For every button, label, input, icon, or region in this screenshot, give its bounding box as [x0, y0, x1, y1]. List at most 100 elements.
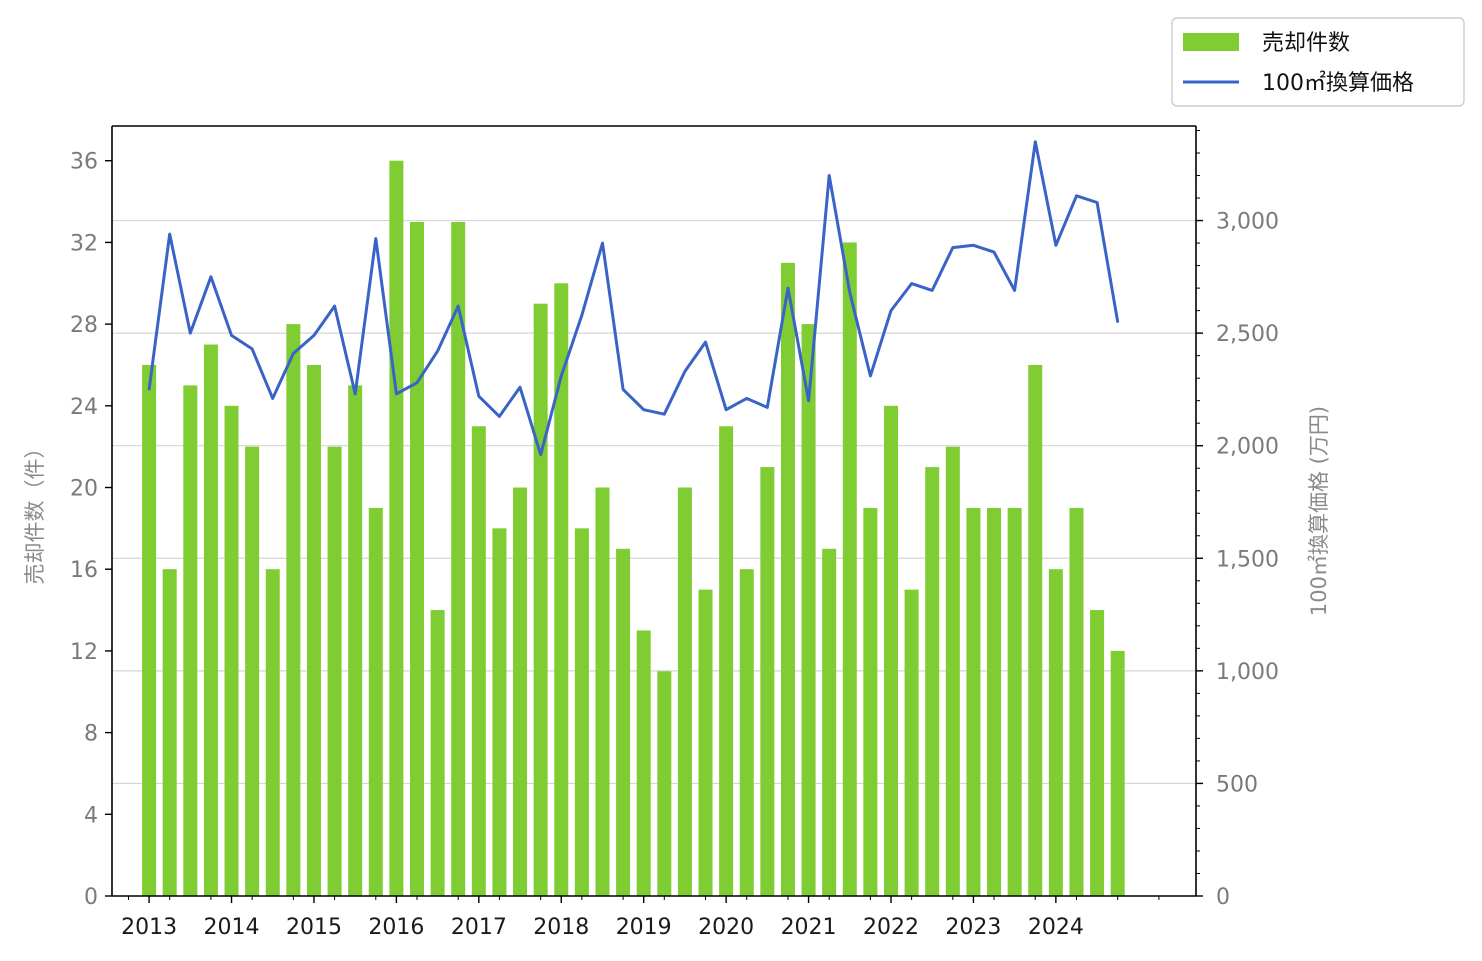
bar: [863, 507, 878, 896]
x-tick-label: 2019: [616, 915, 672, 940]
line-point: [951, 246, 955, 249]
y-tick-label-right: 1,000: [1216, 660, 1279, 685]
bar: [987, 507, 1002, 896]
bar: [739, 569, 754, 896]
y-tick-label-left: 28: [70, 313, 98, 338]
line-point: [621, 388, 625, 391]
bar: [636, 630, 651, 896]
axes: 0481216202428323605001,0001,5002,0002,50…: [70, 125, 1279, 940]
bar: [883, 405, 898, 896]
line-point: [848, 291, 851, 294]
y-tick-label-left: 4: [84, 803, 98, 828]
bar: [389, 160, 404, 896]
bar: [842, 242, 857, 897]
line-point: [230, 334, 233, 337]
bar: [533, 303, 548, 896]
line-point: [1075, 194, 1078, 197]
line-point: [931, 289, 934, 292]
line-point: [580, 313, 584, 317]
line-point: [889, 309, 893, 312]
bar: [451, 221, 466, 896]
bar: [162, 569, 177, 896]
bar: [966, 507, 981, 896]
line-point: [1054, 244, 1058, 247]
bar: [1090, 610, 1105, 896]
bar: [780, 262, 795, 896]
bar: [1069, 507, 1084, 896]
line-point: [147, 388, 151, 391]
bar: [698, 589, 713, 896]
bar: [1028, 364, 1043, 896]
line-point: [250, 347, 254, 351]
line-point: [1116, 320, 1119, 324]
bar: [1007, 507, 1022, 896]
x-tick-label: 2024: [1028, 915, 1084, 940]
x-tick-label: 2021: [781, 915, 837, 940]
line-series: [147, 140, 1120, 457]
y-tick-label-left: 0: [84, 885, 98, 910]
line-point: [498, 415, 501, 418]
bar: [142, 364, 157, 896]
legend-frame: [1171, 17, 1465, 107]
bar: [348, 385, 363, 896]
legend: 売却件数 100㎡換算価格: [1171, 17, 1465, 107]
y-axis-left-title: 売却件数（件）: [23, 438, 47, 585]
y-tick-label-right: 2,000: [1216, 435, 1279, 460]
bar: [822, 548, 837, 896]
line-point: [292, 352, 295, 355]
bar: [574, 528, 589, 896]
bar: [224, 405, 239, 896]
x-tick-label: 2017: [451, 915, 507, 940]
line-point: [209, 275, 213, 279]
line-point: [395, 392, 398, 396]
bar: [1048, 569, 1063, 896]
x-tick-label: 2015: [286, 915, 342, 940]
bar: [616, 548, 631, 896]
line-point: [601, 241, 604, 245]
bar: [183, 385, 198, 896]
y-tick-label-left: 24: [70, 395, 98, 420]
bar: [677, 487, 692, 896]
bar: [925, 467, 940, 896]
bar: [904, 589, 919, 896]
line-point: [374, 237, 377, 240]
x-tick-label: 2018: [533, 915, 589, 940]
line-point: [827, 174, 831, 177]
y-tick-label-left: 36: [70, 150, 98, 175]
line-point: [436, 349, 439, 353]
line-point: [766, 406, 769, 409]
legend-bar-swatch: [1183, 33, 1239, 51]
line-point: [642, 408, 645, 411]
x-tick-label: 2023: [945, 915, 1001, 940]
line-point: [786, 286, 790, 290]
x-tick-label: 2016: [368, 915, 424, 940]
line-point: [457, 304, 460, 308]
line-point: [271, 397, 274, 400]
bar: [554, 283, 569, 896]
y-tick-label-right: 2,500: [1216, 322, 1279, 347]
line-point: [683, 370, 687, 373]
line-point: [807, 399, 810, 402]
line-point: [704, 340, 707, 344]
line-point: [745, 397, 748, 400]
line-point: [1095, 201, 1099, 204]
y-tick-label-left: 32: [70, 231, 98, 256]
line-point: [353, 392, 357, 396]
bar: [430, 610, 445, 896]
y-tick-label-left: 20: [70, 477, 98, 502]
legend-bar-label: 売却件数: [1262, 31, 1350, 56]
line-point: [663, 412, 666, 416]
bar: [945, 446, 960, 896]
bar: [471, 426, 486, 896]
bar: [265, 569, 280, 896]
bar: [595, 487, 610, 896]
bar: [492, 528, 507, 896]
legend-line-label: 100㎡換算価格: [1262, 70, 1414, 96]
bar: [306, 364, 321, 896]
bar: [657, 671, 672, 896]
price-line: [147, 140, 1120, 457]
line-point: [1034, 140, 1037, 143]
x-tick-label: 2022: [863, 915, 919, 940]
x-tick-label: 2014: [204, 915, 260, 940]
